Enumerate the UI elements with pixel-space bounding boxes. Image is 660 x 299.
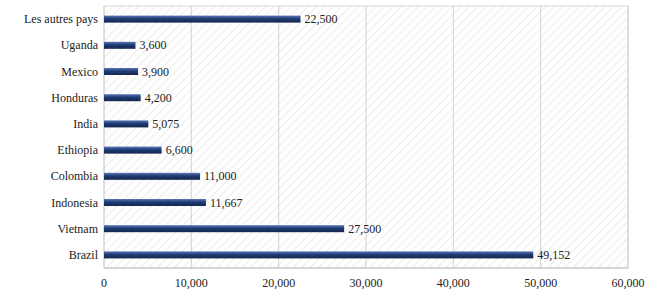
data-label: 5,075	[152, 117, 179, 131]
tick-label: 60,000	[612, 276, 645, 290]
category-label: Honduras	[51, 91, 98, 105]
bar	[104, 42, 135, 49]
category-label: Indonesia	[51, 196, 98, 210]
bar	[104, 16, 301, 23]
tick-label: 50,000	[524, 276, 557, 290]
grid-line	[628, 6, 629, 268]
grid-line	[453, 6, 454, 268]
plot-background	[104, 6, 628, 268]
tick-label: 10,000	[175, 276, 208, 290]
bar	[104, 94, 141, 101]
category-label: Les autres pays	[24, 12, 98, 26]
bar	[104, 173, 200, 180]
tick-label: 30,000	[350, 276, 383, 290]
bar	[104, 225, 344, 232]
chart-svg: 0 10,000 20,000 30,000 40,000 50,000 60,000 Bra…	[0, 0, 660, 299]
data-label: 49,152	[537, 248, 570, 262]
category-label: Brazil	[69, 248, 99, 262]
chart-container: 0 10,000 20,000 30,000 40,000 50,000 60,000 Bra…	[0, 0, 660, 299]
data-label: 3,600	[139, 38, 166, 52]
bar	[104, 68, 138, 75]
data-label: 27,500	[348, 222, 381, 236]
tick-label: 20,000	[262, 276, 295, 290]
category-label: India	[73, 117, 98, 131]
data-label: 11,667	[210, 196, 243, 210]
bar	[104, 199, 206, 206]
x-axis-line	[104, 268, 628, 269]
data-label: 4,200	[145, 91, 172, 105]
category-label: Mexico	[61, 65, 98, 79]
bar	[104, 251, 533, 258]
category-label: Uganda	[61, 38, 99, 52]
data-label: 11,000	[204, 169, 237, 183]
bar	[104, 120, 148, 127]
tick-label: 40,000	[437, 276, 470, 290]
tick-label: 0	[101, 276, 107, 290]
category-label: Colombia	[51, 169, 99, 183]
category-label: Ethiopia	[57, 143, 98, 157]
data-label: 22,500	[305, 12, 338, 26]
data-label: 3,900	[142, 65, 169, 79]
bar	[104, 147, 162, 154]
grid-line	[540, 6, 541, 268]
data-label: 6,600	[166, 143, 193, 157]
category-label: Vietnam	[57, 222, 98, 236]
bars	[104, 16, 533, 259]
